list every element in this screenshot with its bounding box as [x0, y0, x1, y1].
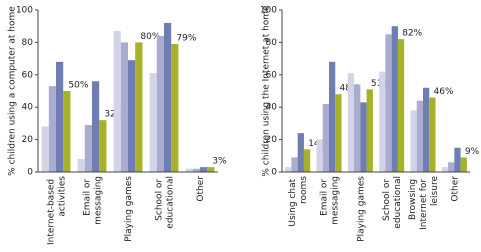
- bar: [285, 167, 292, 172]
- bar: [99, 120, 107, 172]
- y-axis-label: % children using a computer at home: [8, 6, 18, 176]
- bar: [429, 97, 436, 172]
- bar: [48, 86, 56, 172]
- bar: [113, 31, 121, 173]
- value-label: 3%: [212, 157, 227, 167]
- y-tick-label: 20: [266, 135, 278, 145]
- y-tick-label: 40: [266, 103, 278, 113]
- bar: [84, 125, 92, 172]
- bar: [297, 133, 304, 172]
- y-axis-label: % children using the Internet at home: [262, 5, 272, 177]
- value-label: 46%: [434, 87, 454, 97]
- bar: [354, 84, 361, 172]
- value-label: 80%: [140, 32, 160, 42]
- bar: [335, 94, 342, 172]
- bar: [92, 81, 100, 172]
- bar: [135, 42, 143, 173]
- bar: [379, 71, 386, 172]
- value-label: 82%: [402, 29, 422, 39]
- y-tick-label: 100: [16, 6, 33, 16]
- bar: [185, 168, 193, 172]
- x-tick-label: Browsing Internet for leisure: [408, 176, 440, 230]
- bar: [416, 100, 423, 172]
- bar: [410, 110, 417, 172]
- y-tick-label: 80: [266, 38, 278, 48]
- bar: [200, 167, 208, 172]
- y-tick-label: 60: [22, 70, 34, 80]
- x-tick-label: Email or messaging: [320, 176, 341, 225]
- x-tick-label: School or educational: [382, 176, 403, 229]
- bar: [441, 167, 449, 172]
- bar: [120, 42, 128, 173]
- bar: [192, 168, 200, 172]
- bar: [164, 22, 172, 173]
- bar: [397, 39, 405, 172]
- y-tick-label: 80: [22, 38, 34, 48]
- y-tick-label: 40: [22, 103, 34, 113]
- x-tick-label: Email or messaging: [83, 176, 104, 225]
- bar: [56, 61, 64, 173]
- bar: [156, 35, 164, 172]
- y-tick-label: 0: [27, 168, 33, 178]
- bar: [207, 167, 215, 172]
- bar: [322, 103, 329, 172]
- bar: [41, 126, 49, 172]
- y-tick-label: 100: [260, 6, 277, 16]
- y-tick-label: 60: [266, 70, 278, 80]
- bar: [460, 157, 467, 172]
- bar: [454, 147, 461, 172]
- bar: [347, 73, 355, 172]
- bar: [391, 26, 398, 173]
- bar: [385, 34, 392, 172]
- x-tick-label: Internet-based activities: [47, 176, 68, 245]
- bar: [303, 149, 311, 172]
- bar: [128, 60, 136, 172]
- value-label: 50%: [68, 81, 88, 91]
- y-tick-label: 20: [22, 135, 34, 145]
- x-tick-label: Playing games: [124, 176, 134, 242]
- bar: [360, 102, 367, 172]
- bar: [316, 139, 323, 172]
- value-label: 9%: [465, 147, 480, 157]
- bar: [63, 91, 71, 172]
- x-tick-label: Playing games: [356, 176, 366, 242]
- bar: [448, 162, 455, 172]
- bar: [329, 61, 336, 173]
- bar: [366, 89, 373, 172]
- bar: [291, 157, 298, 172]
- value-label: 79%: [176, 34, 196, 44]
- x-tick-label: Using chat rooms: [288, 176, 309, 227]
- x-tick-label: School or educational: [155, 176, 176, 229]
- bar: [423, 87, 430, 172]
- bar: [171, 44, 179, 172]
- x-tick-label: Other: [450, 176, 460, 202]
- y-tick-label: 0: [271, 168, 277, 178]
- x-tick-label: Other: [196, 176, 206, 202]
- bar: [77, 159, 85, 172]
- bar: [149, 73, 157, 172]
